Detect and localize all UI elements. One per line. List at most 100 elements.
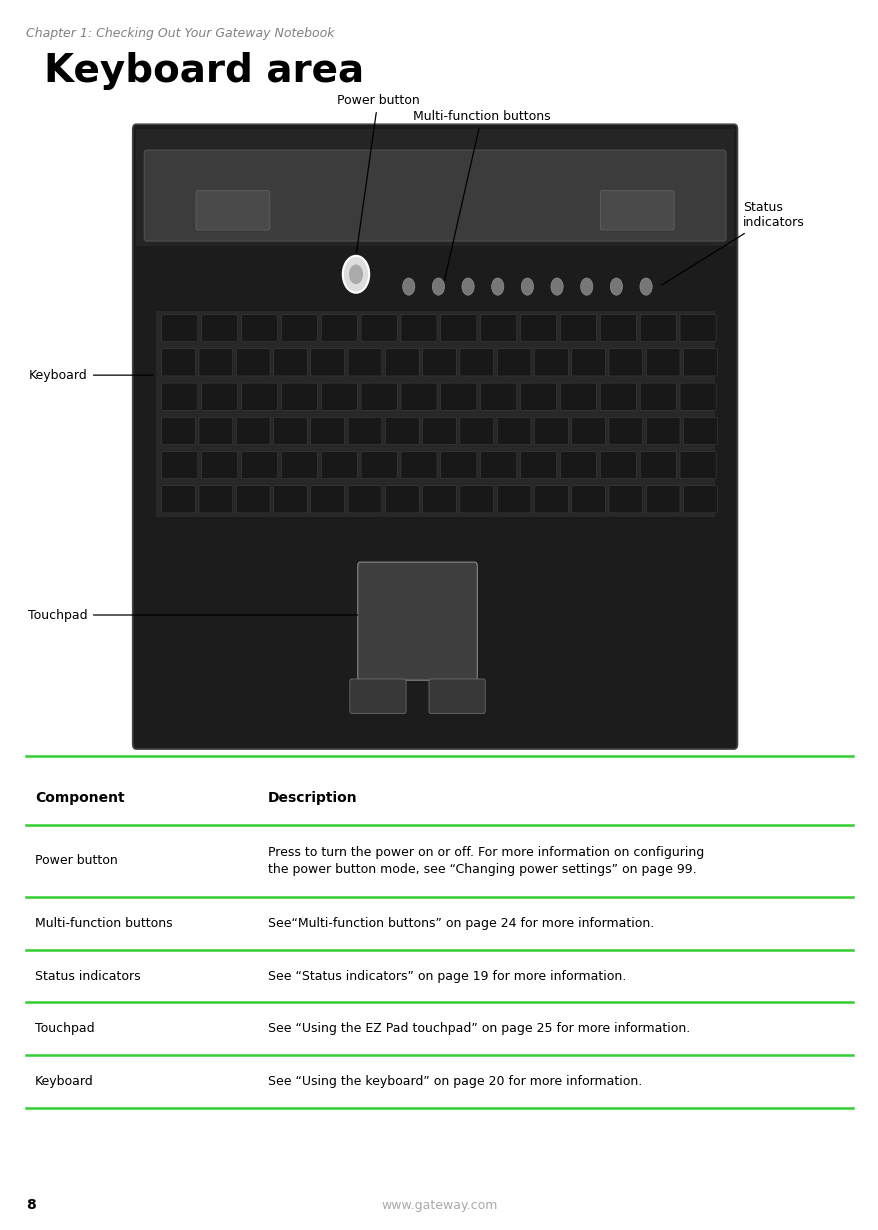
FancyBboxPatch shape — [385, 349, 419, 376]
FancyBboxPatch shape — [162, 315, 198, 342]
FancyBboxPatch shape — [520, 315, 556, 342]
FancyBboxPatch shape — [236, 417, 270, 444]
FancyBboxPatch shape — [133, 124, 737, 749]
FancyBboxPatch shape — [273, 417, 307, 444]
FancyBboxPatch shape — [497, 417, 530, 444]
Text: See“Multi-function buttons” on page 24 for more information.: See“Multi-function buttons” on page 24 f… — [268, 916, 653, 930]
FancyBboxPatch shape — [162, 451, 198, 478]
FancyBboxPatch shape — [534, 417, 567, 444]
Circle shape — [342, 256, 369, 293]
FancyBboxPatch shape — [281, 315, 317, 342]
Circle shape — [432, 278, 444, 295]
FancyBboxPatch shape — [385, 417, 419, 444]
FancyBboxPatch shape — [281, 383, 317, 411]
FancyBboxPatch shape — [639, 315, 675, 342]
Text: Touchpad: Touchpad — [28, 609, 357, 621]
FancyBboxPatch shape — [680, 383, 716, 411]
FancyBboxPatch shape — [198, 486, 233, 513]
FancyBboxPatch shape — [201, 451, 237, 478]
FancyBboxPatch shape — [534, 349, 567, 376]
Text: Touchpad: Touchpad — [35, 1022, 95, 1036]
FancyBboxPatch shape — [357, 562, 477, 680]
FancyBboxPatch shape — [241, 383, 277, 411]
FancyBboxPatch shape — [480, 451, 516, 478]
FancyBboxPatch shape — [198, 349, 233, 376]
FancyBboxPatch shape — [196, 191, 270, 230]
FancyBboxPatch shape — [645, 349, 680, 376]
FancyBboxPatch shape — [560, 451, 596, 478]
FancyBboxPatch shape — [400, 315, 436, 342]
FancyBboxPatch shape — [162, 486, 195, 513]
FancyBboxPatch shape — [422, 349, 456, 376]
FancyBboxPatch shape — [600, 315, 636, 342]
FancyBboxPatch shape — [680, 315, 716, 342]
Circle shape — [491, 278, 503, 295]
FancyBboxPatch shape — [236, 486, 270, 513]
FancyBboxPatch shape — [608, 349, 642, 376]
FancyBboxPatch shape — [534, 486, 567, 513]
FancyBboxPatch shape — [320, 383, 356, 411]
FancyBboxPatch shape — [241, 451, 277, 478]
FancyBboxPatch shape — [361, 315, 397, 342]
FancyBboxPatch shape — [459, 417, 493, 444]
FancyBboxPatch shape — [520, 383, 556, 411]
FancyBboxPatch shape — [311, 349, 344, 376]
FancyBboxPatch shape — [600, 451, 636, 478]
FancyBboxPatch shape — [348, 417, 381, 444]
FancyBboxPatch shape — [480, 383, 516, 411]
Bar — [155, 311, 714, 517]
Text: Status indicators: Status indicators — [35, 969, 140, 983]
Circle shape — [462, 278, 474, 295]
FancyBboxPatch shape — [683, 486, 716, 513]
FancyBboxPatch shape — [162, 383, 198, 411]
Text: Keyboard area: Keyboard area — [44, 52, 363, 90]
FancyBboxPatch shape — [440, 451, 477, 478]
FancyBboxPatch shape — [201, 315, 237, 342]
Circle shape — [579, 278, 593, 295]
Text: Status
indicators: Status indicators — [661, 202, 803, 285]
FancyBboxPatch shape — [348, 349, 381, 376]
FancyBboxPatch shape — [440, 315, 477, 342]
FancyBboxPatch shape — [273, 486, 307, 513]
FancyBboxPatch shape — [198, 417, 233, 444]
FancyBboxPatch shape — [680, 451, 716, 478]
FancyBboxPatch shape — [571, 486, 605, 513]
Bar — [136, 129, 733, 246]
Circle shape — [402, 278, 414, 295]
FancyBboxPatch shape — [361, 383, 397, 411]
FancyBboxPatch shape — [385, 486, 419, 513]
FancyBboxPatch shape — [400, 451, 436, 478]
Text: 8: 8 — [26, 1198, 36, 1212]
Text: Press to turn the power on or off. For more information on configuring
the power: Press to turn the power on or off. For m… — [268, 846, 703, 876]
FancyBboxPatch shape — [320, 451, 356, 478]
Circle shape — [639, 278, 651, 295]
Circle shape — [521, 278, 533, 295]
FancyBboxPatch shape — [459, 349, 493, 376]
Text: Description: Description — [268, 791, 357, 806]
FancyBboxPatch shape — [428, 679, 485, 713]
FancyBboxPatch shape — [162, 349, 195, 376]
FancyBboxPatch shape — [201, 383, 237, 411]
FancyBboxPatch shape — [311, 417, 344, 444]
FancyBboxPatch shape — [480, 315, 516, 342]
FancyBboxPatch shape — [571, 349, 605, 376]
FancyBboxPatch shape — [560, 383, 596, 411]
Text: Chapter 1: Checking Out Your Gateway Notebook: Chapter 1: Checking Out Your Gateway Not… — [26, 27, 335, 41]
Text: Component: Component — [35, 791, 125, 806]
FancyBboxPatch shape — [440, 383, 477, 411]
Text: Power button: Power button — [336, 93, 419, 253]
Text: Multi-function buttons: Multi-function buttons — [413, 109, 550, 280]
FancyBboxPatch shape — [560, 315, 596, 342]
FancyBboxPatch shape — [162, 417, 195, 444]
Text: See “Status indicators” on page 19 for more information.: See “Status indicators” on page 19 for m… — [268, 969, 626, 983]
FancyBboxPatch shape — [600, 191, 673, 230]
Text: Keyboard: Keyboard — [29, 369, 153, 381]
Text: Multi-function buttons: Multi-function buttons — [35, 916, 173, 930]
FancyBboxPatch shape — [459, 486, 493, 513]
Circle shape — [349, 264, 363, 284]
FancyBboxPatch shape — [422, 417, 456, 444]
FancyBboxPatch shape — [422, 486, 456, 513]
Text: Power button: Power button — [35, 855, 118, 867]
FancyBboxPatch shape — [361, 451, 397, 478]
FancyBboxPatch shape — [349, 679, 406, 713]
